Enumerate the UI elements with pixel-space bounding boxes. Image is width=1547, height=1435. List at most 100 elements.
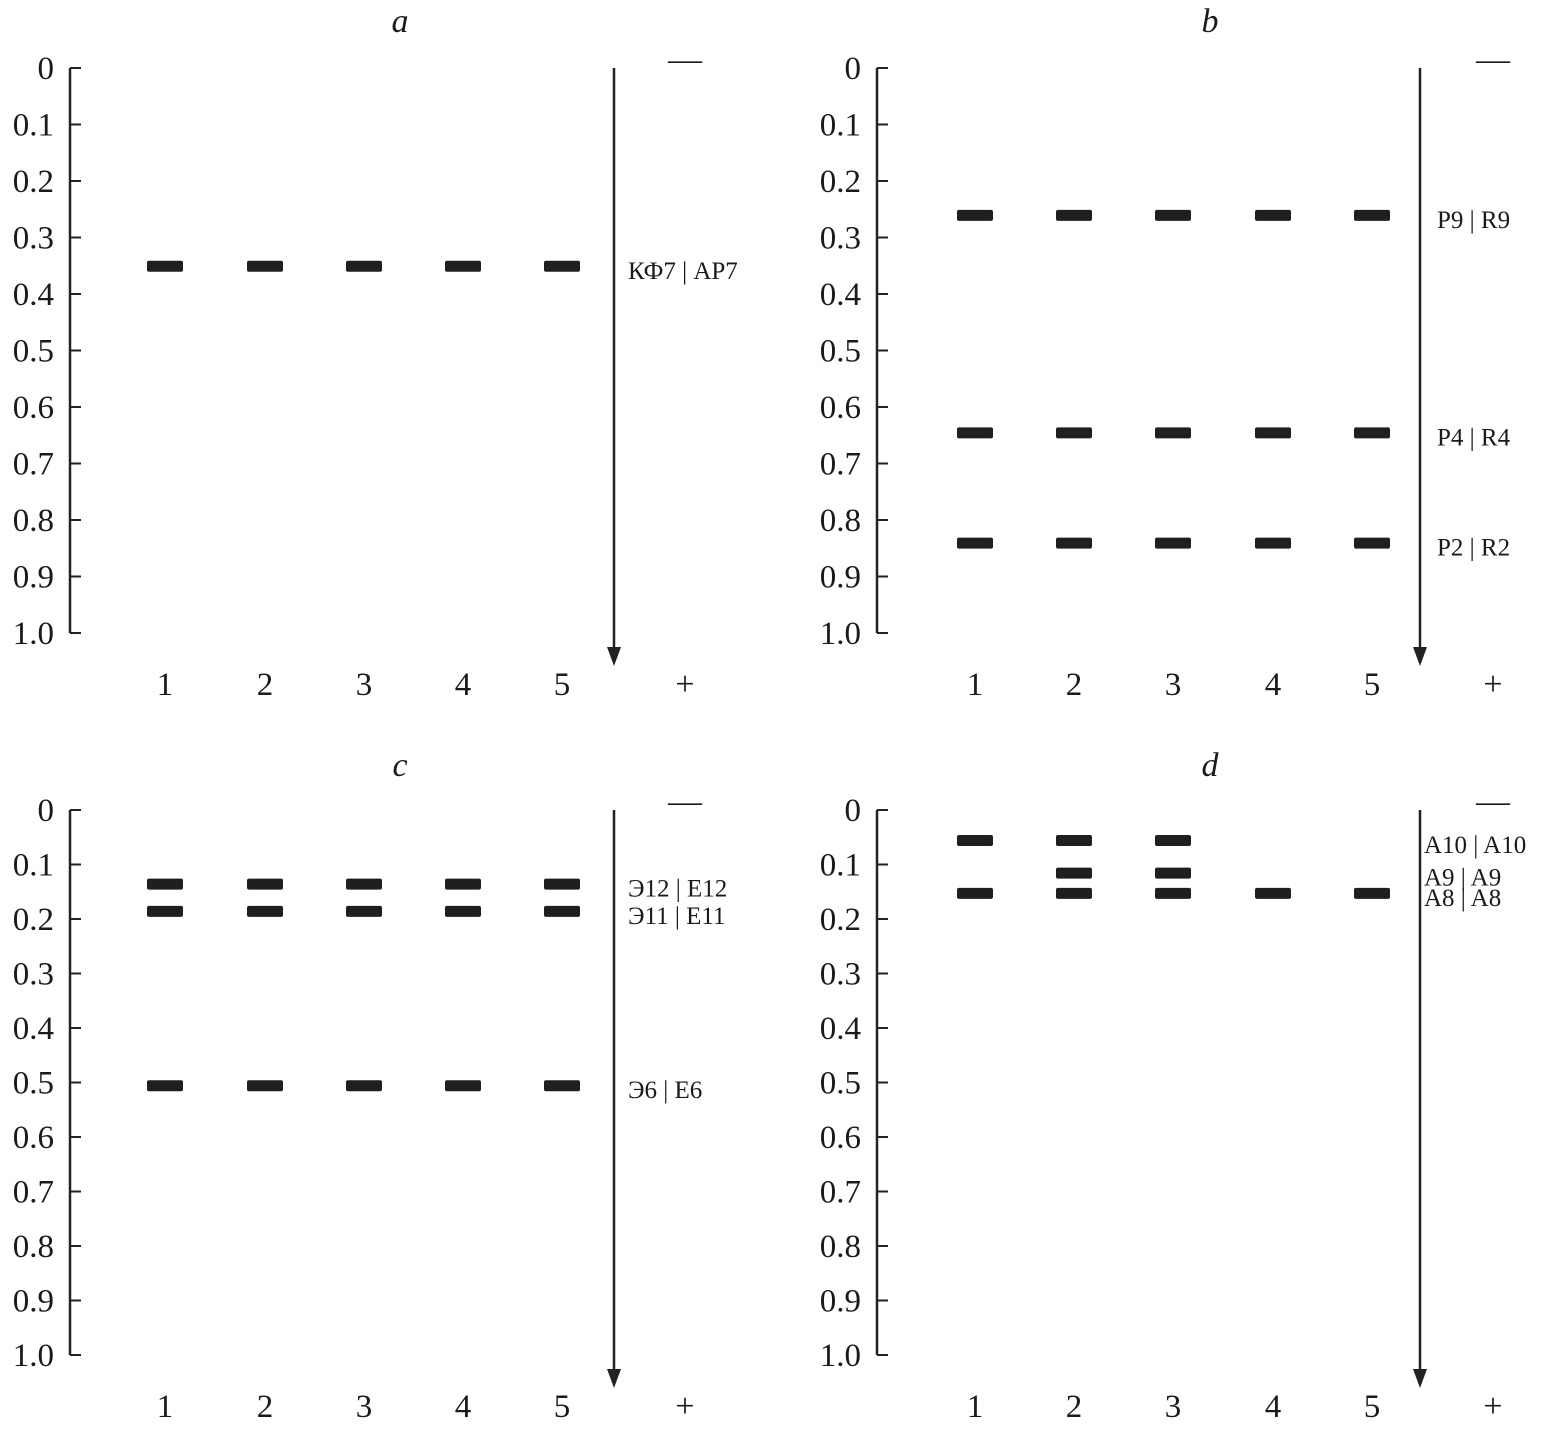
y-tick-label: 0.6 (820, 1120, 861, 1156)
anode-sign: + (1483, 1388, 1502, 1425)
band (1155, 537, 1191, 549)
band (1056, 887, 1092, 899)
arrow-head-icon (607, 647, 621, 666)
panel-b: b 0 0.1 0.2 0.3 0.4 0.5 0.6 0.7 0.8 0.9 1.0 1 2 3 4 5 — + P… (820, 3, 1511, 703)
band (445, 1080, 481, 1092)
lane-label: 3 (1165, 667, 1182, 703)
lane-label: 5 (1364, 1389, 1381, 1425)
arrow-head-icon (607, 1369, 621, 1388)
band-label: P2 | R2 (1437, 535, 1510, 562)
band (1155, 834, 1191, 846)
panel-title: a (392, 3, 409, 40)
band (957, 427, 993, 439)
y-tick-label: 0.1 (13, 108, 54, 144)
band (957, 537, 993, 549)
lane-label: 3 (356, 667, 373, 703)
band (1155, 887, 1191, 899)
band-label: КФ7 | AP7 (628, 258, 738, 285)
band (1255, 537, 1291, 549)
band (1056, 209, 1092, 221)
lane-label: 5 (1364, 667, 1381, 703)
y-tick-label: 1.0 (13, 1338, 54, 1374)
lane-label: 2 (257, 667, 274, 703)
band-label: P9 | R9 (1437, 207, 1510, 234)
cathode-sign: — (667, 41, 703, 78)
band (957, 834, 993, 846)
y-tick-label: 0.5 (820, 1066, 861, 1102)
panel-title: c (392, 747, 407, 784)
y-tick-label: 0.4 (13, 277, 54, 313)
y-tick-label: 0.2 (13, 164, 54, 200)
anode-sign: + (675, 666, 694, 703)
band (1155, 427, 1191, 439)
band (1354, 887, 1390, 899)
lane-label: 4 (455, 1389, 472, 1425)
lane-label: 1 (967, 1389, 984, 1425)
y-tick-label: 0.7 (13, 1175, 54, 1211)
band-label: A9 | A9 (1424, 865, 1501, 892)
band-label: Э11 | E11 (628, 903, 725, 930)
lane-label: 2 (1066, 667, 1083, 703)
lane-label: 4 (1265, 667, 1282, 703)
band-label: A10 | A10 (1424, 832, 1526, 859)
band-label: P4 | R4 (1437, 424, 1511, 451)
cathode-sign: — (667, 783, 703, 820)
lane-label: 2 (257, 1389, 274, 1425)
y-tick-label: 0.9 (820, 1284, 861, 1320)
cathode-sign: — (1475, 41, 1511, 78)
band (1155, 867, 1191, 879)
band (957, 209, 993, 221)
band (247, 260, 283, 272)
y-tick-label: 0.1 (820, 108, 861, 144)
panel-title: d (1202, 747, 1220, 784)
band (1056, 427, 1092, 439)
y-tick-label: 0.3 (820, 957, 861, 993)
y-tick-label: 0.4 (13, 1011, 54, 1047)
band-label: Э6 | E6 (628, 1077, 702, 1104)
band (147, 878, 183, 890)
band-label: Э12 | E12 (628, 876, 727, 903)
y-tick-label: 0.5 (13, 1066, 54, 1102)
y-tick-label: 0 (845, 793, 862, 829)
y-tick-label: 0.9 (13, 560, 54, 596)
y-tick-label: 0.5 (13, 334, 54, 370)
panel-a: a 0 0.1 0.2 0.3 0.4 0.5 0.6 0.7 0.8 0.9 1.0 1 2 3 4 5 — + К… (13, 3, 738, 703)
band (1155, 209, 1191, 221)
lane-label: 2 (1066, 1389, 1083, 1425)
lane-label: 1 (157, 1389, 174, 1425)
y-tick-label: 0.9 (820, 560, 861, 596)
band (247, 1080, 283, 1092)
y-tick-label: 0.4 (820, 277, 861, 313)
y-tick-label: 0.7 (13, 447, 54, 483)
y-tick-label: 0.2 (820, 164, 861, 200)
y-tick-label: 0.7 (820, 1175, 861, 1211)
band (1255, 427, 1291, 439)
panel-c: c 0 0.1 0.2 0.3 0.4 0.5 0.6 0.7 0.8 0.9 1.0 1 2 3 4 5 — + Э… (13, 747, 728, 1425)
y-tick-label: 0.7 (820, 447, 861, 483)
lane-label: 1 (967, 667, 984, 703)
y-tick-label: 1.0 (820, 1338, 861, 1374)
y-tick-label: 0.3 (13, 957, 54, 993)
lane-label: 1 (157, 667, 174, 703)
y-tick-label: 0.6 (13, 390, 54, 426)
y-tick-label: 0.9 (13, 1284, 54, 1320)
y-tick-label: 0.6 (13, 1120, 54, 1156)
band (147, 905, 183, 917)
y-tick-label: 0.6 (820, 390, 861, 426)
band (346, 260, 382, 272)
y-tick-label: 1.0 (820, 616, 861, 652)
y-tick-label: 0.1 (820, 848, 861, 884)
panel-d: d 0 0.1 0.2 0.3 0.4 0.5 0.6 0.7 0.8 0.9 1.0 1 2 3 4 5 — + A… (820, 747, 1526, 1425)
band (1255, 209, 1291, 221)
band (544, 260, 580, 272)
anode-sign: + (1483, 666, 1502, 703)
y-tick-label: 0.1 (13, 848, 54, 884)
band (1354, 537, 1390, 549)
band (346, 1080, 382, 1092)
lane-label: 4 (1265, 1389, 1282, 1425)
band (147, 1080, 183, 1092)
y-tick-label: 0.8 (13, 503, 54, 539)
y-tick-label: 0.3 (820, 221, 861, 257)
cathode-sign: — (1475, 783, 1511, 820)
band (544, 1080, 580, 1092)
